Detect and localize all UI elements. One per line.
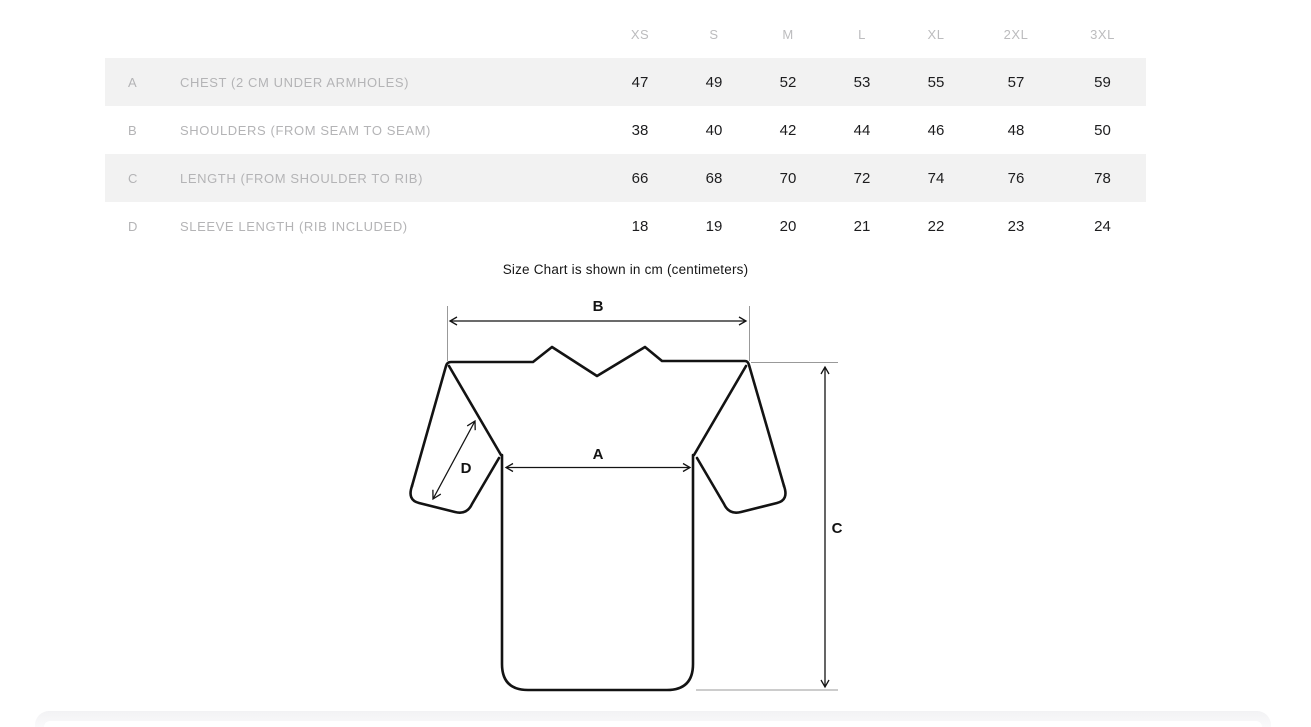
cell-value: 72 [853,169,871,187]
cell-value: 49 [705,73,723,91]
column-header-m: M [782,26,794,42]
cell-value: 38 [631,121,649,139]
cell-value: 74 [927,169,945,187]
right-sleeve-cuff [695,456,787,514]
cell-value: 44 [853,121,871,139]
cell-value: 46 [927,121,945,139]
body-outline [500,453,695,692]
cell-value: 47 [631,73,649,91]
size-table-header-row: XS S M L XL 2XL 3XL [105,10,1146,58]
cell-value: 40 [705,121,723,139]
cell-value: 53 [853,73,871,91]
table-row-shoulders: B SHOULDERS (FROM SEAM TO SEAM) 38 40 42… [105,106,1146,154]
row-label: SLEEVE LENGTH (RIB INCLUDED) [180,218,408,234]
column-header-xl: XL [927,26,945,42]
cell-value: 23 [1007,217,1025,235]
next-section-card-surface [44,721,1262,727]
column-header-l: L [858,26,866,42]
right-sleeve-seam [692,364,748,457]
size-chart-units-caption: Size Chart is shown in cm (centimeters) [502,262,749,277]
table-row-sleeve-length: D SLEEVE LENGTH (RIB INCLUDED) 18 19 20 … [105,202,1146,250]
row-label: CHEST (2 CM UNDER ARMHOLES) [180,74,410,90]
row-letter: C [128,170,138,186]
guide-lines [447,306,838,691]
table-row-length: C LENGTH (FROM SHOULDER TO RIB) 66 68 70… [105,154,1146,202]
cell-value: 24 [1094,217,1111,235]
dimension-label-a: A [593,446,604,463]
dimension-arrow-d: D [432,419,476,501]
cell-value: 20 [779,217,797,235]
column-header-2xl: 2XL [1003,26,1029,42]
dimension-label-d: D [461,460,472,477]
cell-value: 42 [779,121,797,139]
tshirt-outline [409,345,787,692]
column-header-xs: XS [630,26,650,42]
column-header-s: S [709,26,719,42]
tshirt-measurement-diagram: B A C D [409,298,843,692]
dimension-label-b: B [593,298,604,315]
dimension-arrow-c: C [820,365,843,689]
cell-value: 66 [631,169,649,187]
cell-value: 50 [1094,121,1111,139]
row-letter: A [128,74,138,90]
cell-value: 68 [705,169,723,187]
column-header-3xl: 3XL [1090,26,1115,42]
cell-value: 78 [1094,169,1111,187]
cell-value: 22 [927,217,945,235]
cell-value: 52 [779,73,797,91]
cell-value: 57 [1007,73,1025,91]
cell-value: 19 [705,217,723,235]
cell-value: 70 [779,169,797,187]
row-letter: D [128,218,138,234]
left-sleeve-cuff [409,456,501,514]
dimension-arrow-b: B [448,298,748,326]
row-label: LENGTH (FROM SHOULDER TO RIB) [180,170,423,186]
left-sleeve-seam [447,364,503,457]
cell-value: 21 [853,217,871,235]
cell-value: 55 [927,73,945,91]
cell-value: 18 [631,217,649,235]
table-row-chest: A CHEST (2 CM UNDER ARMHOLES) 47 49 52 5… [105,58,1146,106]
dimension-label-c: C [832,520,843,537]
row-label: SHOULDERS (FROM SEAM TO SEAM) [180,122,431,138]
cell-value: 48 [1007,121,1025,139]
size-table: XS S M L XL 2XL 3XL A CHEST (2 CM UNDER … [105,10,1146,250]
row-letter: B [128,122,138,138]
dimension-arrow-a: A [504,446,692,473]
cell-value: 76 [1007,169,1025,187]
cell-value: 59 [1094,73,1111,91]
next-section-card-edge [35,711,1271,727]
